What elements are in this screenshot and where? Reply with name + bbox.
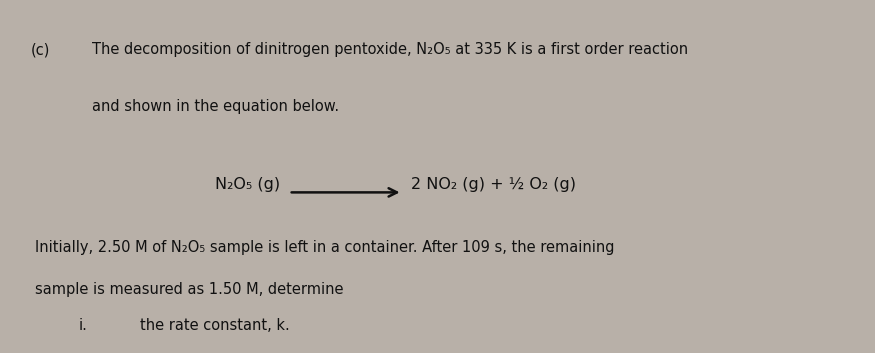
Text: Initially, 2.50 M of N₂O₅ sample is left in a container. After 109 s, the remain: Initially, 2.50 M of N₂O₅ sample is left…: [35, 240, 614, 255]
Text: (c): (c): [31, 42, 50, 57]
Text: N₂O₅ (g): N₂O₅ (g): [215, 176, 280, 191]
Text: 2 NO₂ (g) + ½ O₂ (g): 2 NO₂ (g) + ½ O₂ (g): [411, 176, 577, 191]
Text: sample is measured as 1.50 M, determine: sample is measured as 1.50 M, determine: [35, 282, 344, 297]
Text: the rate constant, k.: the rate constant, k.: [140, 318, 290, 333]
Text: and shown in the equation below.: and shown in the equation below.: [92, 99, 339, 114]
Text: i.: i.: [79, 318, 88, 333]
Text: The decomposition of dinitrogen pentoxide, N₂O₅ at 335 K is a first order reacti: The decomposition of dinitrogen pentoxid…: [92, 42, 688, 57]
